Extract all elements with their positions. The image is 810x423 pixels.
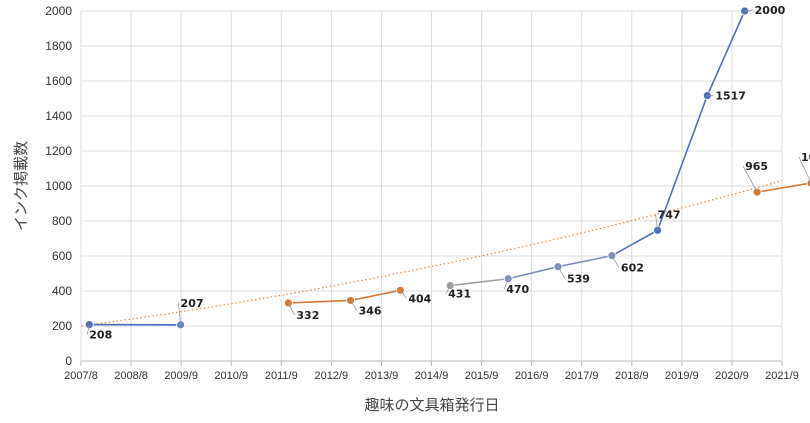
data-label: 431 [448,288,471,301]
label-leader [611,255,620,268]
x-tick-label: 2018/9 [615,370,649,382]
data-label: 1017 [801,151,810,164]
y-tick-label: 800 [52,214,72,228]
data-label: 404 [408,292,431,305]
data-point [806,178,810,188]
x-tick-label: 2021/9 [765,370,799,382]
y-tick-label: 1400 [45,109,72,123]
label-leader [742,165,758,193]
label-leader [350,300,357,311]
y-tick-label: 0 [65,354,72,368]
label-leader [86,324,90,335]
label-leader [178,302,181,325]
x-tick-label: 2014/9 [415,370,449,382]
trendline [80,180,783,327]
x-tick-label: 2010/9 [214,370,248,382]
series-segment [450,277,509,287]
y-tick-label: 400 [52,284,72,298]
y-axis-title: インク掲載数 [12,141,30,231]
series-segment [706,10,746,96]
data-label: 602 [621,262,644,275]
y-tick-label: 1000 [45,179,72,193]
x-tick-label: 2016/9 [515,370,549,382]
series-segment [350,289,401,302]
x-tick-label: 2017/9 [565,370,599,382]
label-leader [655,214,658,231]
x-tick-label: 2007/8 [64,370,98,382]
x-tick-label: 2019/9 [665,370,699,382]
x-tick-label: 2011/9 [265,370,298,382]
x-tick-label: 2013/9 [365,370,399,382]
x-tick-label: 2008/8 [114,370,148,382]
series-lines [89,10,810,326]
data-label: 470 [506,283,529,296]
data-labels: 208 207 332 346 404 431 470 539 602 747 1517 2000 96… [86,4,810,342]
label-leader [557,266,566,279]
label-leader [503,278,509,289]
x-axis-title: 趣味の文具箱発行日 [364,396,499,414]
x-tick-label: 2009/9 [164,370,198,382]
label-leader [798,156,810,182]
data-label: 346 [359,304,382,317]
data-label: 1517 [715,90,746,103]
y-tick-label: 200 [52,319,72,333]
data-label: 2000 [755,4,786,17]
y-tick-label: 2000 [45,4,72,18]
trendline-group [80,180,783,327]
y-tick-label: 1800 [45,39,72,53]
label-leader [445,285,451,294]
series-segment [508,265,559,280]
series-segment [557,254,613,268]
y-tick-label: 1200 [45,144,72,158]
data-label: 208 [89,329,112,342]
series-segment [656,95,709,231]
y-tick-label: 600 [52,249,72,263]
label-leader [744,9,753,12]
data-label: 539 [567,273,590,286]
series-segment [611,229,658,257]
axes: 0 200 400 600 800 1000 1200 1400 1600 1800 2000 200… [45,4,799,382]
data-label: 965 [745,160,768,173]
data-label: 207 [181,297,204,310]
x-tick-label: 2020/9 [715,370,749,382]
series-segment [756,182,810,193]
label-leader [400,290,407,299]
x-tick-label: 2015/9 [465,370,499,382]
label-leader [288,302,295,316]
data-label: 332 [296,309,319,322]
grid [80,10,783,362]
x-tick-label: 2012/9 [315,370,349,382]
series-segment [288,299,351,304]
y-tick-label: 1600 [45,74,72,88]
data-label: 747 [658,208,681,221]
